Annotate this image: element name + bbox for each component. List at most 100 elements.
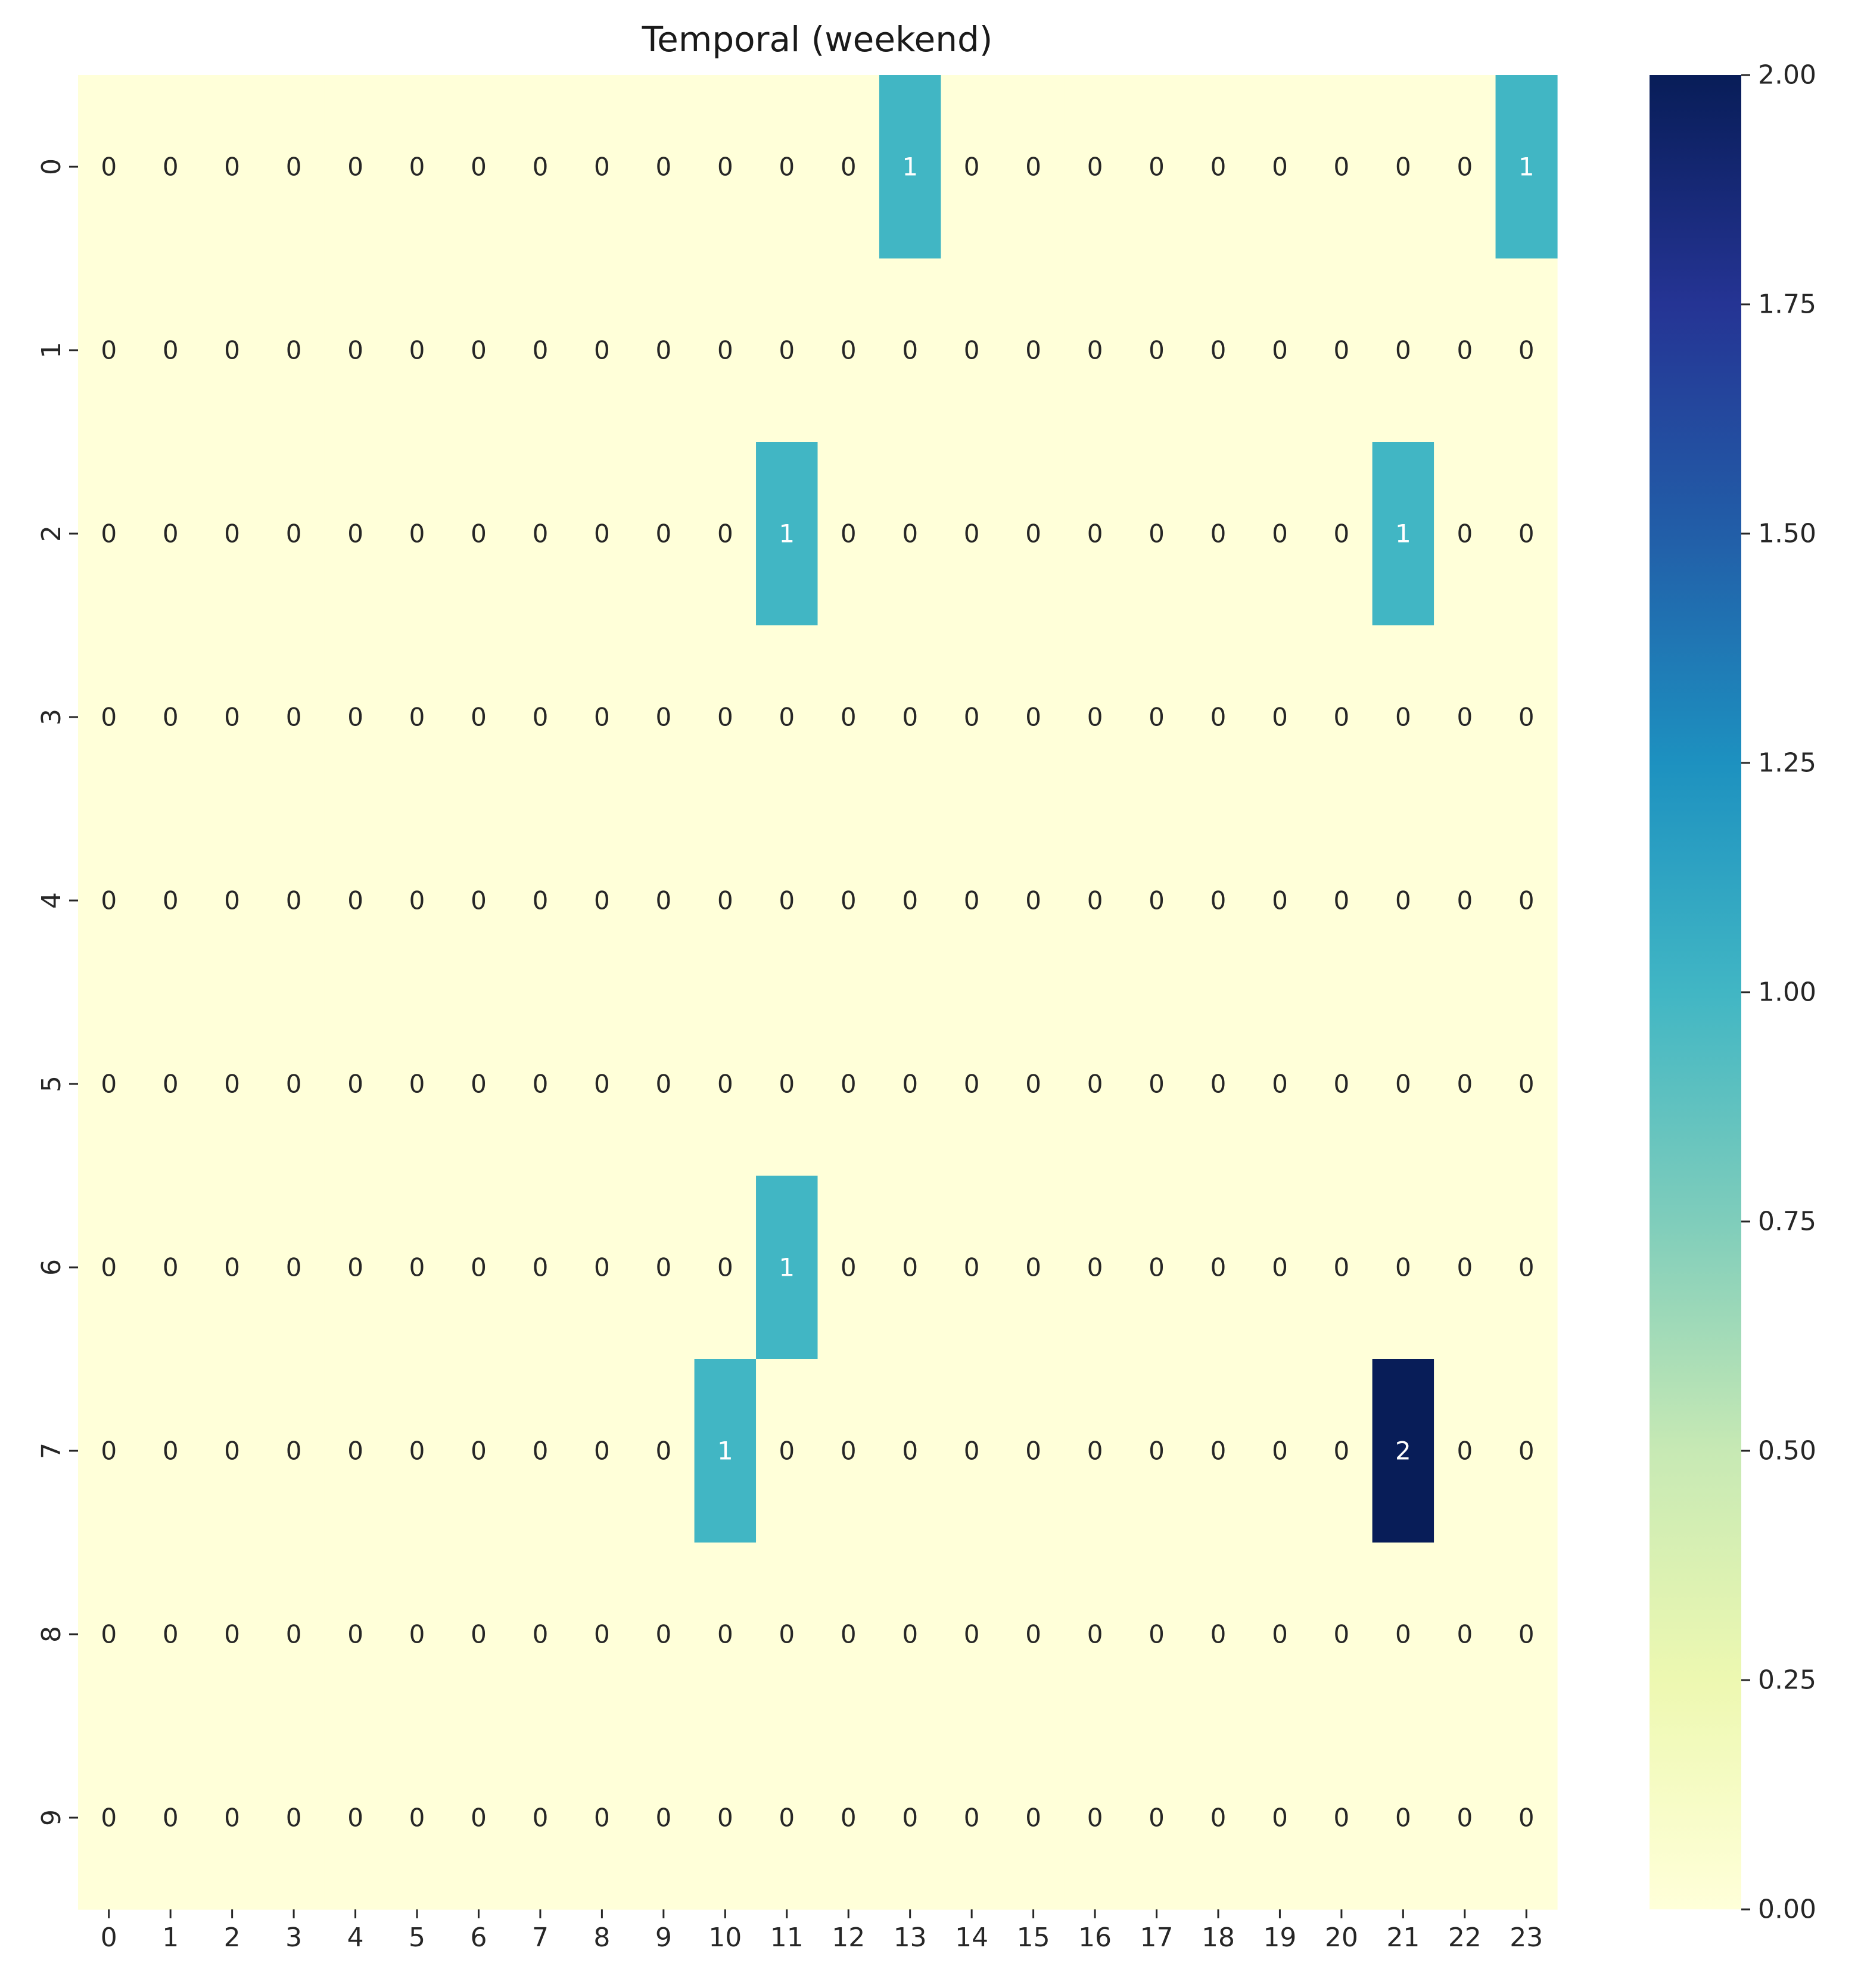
heatmap-cell <box>941 1359 1003 1543</box>
cell-value-label: 0 <box>1518 1437 1535 1466</box>
heatmap-cell <box>1187 1543 1250 1727</box>
cell-value-label: 0 <box>779 703 795 732</box>
heatmap-cell <box>817 75 880 259</box>
cell-value-label: 0 <box>224 886 240 915</box>
x-tick-label: 21 <box>1386 1922 1420 1953</box>
cell-value-label: 0 <box>1210 1070 1227 1099</box>
heatmap-cell <box>1495 809 1558 993</box>
x-tick-label: 8 <box>593 1922 610 1953</box>
heatmap-cell <box>447 258 510 443</box>
cell-value-label: 0 <box>163 886 179 915</box>
x-tick-label: 19 <box>1263 1922 1296 1953</box>
cell-value-label: 0 <box>655 1437 671 1466</box>
heatmap-cell <box>447 442 510 626</box>
cell-value-label: 0 <box>1518 336 1535 365</box>
cell-value-label: 0 <box>1518 703 1535 732</box>
x-tick-label: 1 <box>162 1922 179 1953</box>
heatmap-cell <box>1064 1726 1126 1910</box>
heatmap-cell <box>324 992 387 1176</box>
cell-value-label: 0 <box>1518 1070 1535 1099</box>
y-tick-label: 2 <box>36 525 67 542</box>
cell-value-label: 0 <box>594 1253 610 1282</box>
cell-value-label: 0 <box>655 703 671 732</box>
heatmap-cell <box>1002 1726 1065 1910</box>
cell-value-label: 0 <box>101 703 117 732</box>
heatmap-cell <box>1125 442 1188 626</box>
x-tick-label: 18 <box>1202 1922 1235 1953</box>
cell-value-label: 0 <box>717 1253 733 1282</box>
cell-value-label: 0 <box>717 886 733 915</box>
x-tick-label: 11 <box>770 1922 804 1953</box>
heatmap-cell <box>509 992 572 1176</box>
cell-value-label: 0 <box>1334 152 1350 182</box>
cell-value-label: 0 <box>1272 152 1288 182</box>
heatmap-cell <box>263 992 325 1176</box>
cell-value-label: 0 <box>779 1620 795 1649</box>
heatmap-cell <box>1125 258 1188 443</box>
heatmap-cell <box>571 992 633 1176</box>
x-tick-label: 9 <box>655 1922 672 1953</box>
heatmap-cell <box>324 442 387 626</box>
heatmap-cell <box>139 1176 202 1360</box>
heatmap-cell <box>1311 1543 1373 1727</box>
cell-value-label: 1 <box>1395 519 1411 549</box>
heatmap-cell <box>633 258 695 443</box>
colorbar-tick-label: 2.00 <box>1758 60 1816 91</box>
heatmap-cell <box>139 75 202 259</box>
x-tick-label: 13 <box>894 1922 927 1953</box>
cell-value-label: 0 <box>1457 1437 1473 1466</box>
heatmap-cell <box>1187 1726 1250 1910</box>
cell-value-label: 0 <box>1457 1803 1473 1833</box>
heatmap-cell <box>447 992 510 1176</box>
cell-value-label: 0 <box>533 336 549 365</box>
cell-value-label: 0 <box>964 1253 980 1282</box>
cell-value-label: 0 <box>841 1803 857 1833</box>
heatmap-cell <box>1372 625 1434 809</box>
heatmap-cell <box>756 1543 819 1727</box>
heatmap-cell <box>1064 75 1126 259</box>
cell-value-label: 0 <box>101 1803 117 1833</box>
heatmap-cell <box>817 442 880 626</box>
y-tick-label: 3 <box>36 709 67 725</box>
cell-value-label: 0 <box>841 1437 857 1466</box>
cell-value-label: 0 <box>347 886 363 915</box>
cell-value-label: 0 <box>717 1803 733 1833</box>
heatmap-cell <box>386 625 449 809</box>
heatmap-cell <box>1372 1176 1434 1360</box>
heatmap-cell <box>1064 258 1126 443</box>
heatmap-cell <box>1249 258 1311 443</box>
cell-value-label: 0 <box>1025 886 1041 915</box>
colorbar-gradient <box>1650 75 1741 1909</box>
heatmap-cell <box>1125 992 1188 1176</box>
cell-value-label: 0 <box>286 152 302 182</box>
x-tick-label: 0 <box>101 1922 117 1953</box>
heatmap-cell <box>756 625 819 809</box>
heatmap-cell <box>756 442 819 626</box>
heatmap-cell <box>1372 992 1434 1176</box>
cell-value-label: 0 <box>224 336 240 365</box>
heatmap-cell <box>263 1176 325 1360</box>
heatmap-cell <box>1187 809 1250 993</box>
heatmap-cell <box>1249 992 1311 1176</box>
colorbar-tick-label: 0.00 <box>1758 1894 1816 1925</box>
cell-value-label: 0 <box>409 1070 425 1099</box>
heatmap-cell <box>756 1359 819 1543</box>
heatmap-cell <box>1434 1176 1496 1360</box>
cell-value-label: 0 <box>409 886 425 915</box>
heatmap-cell <box>447 75 510 259</box>
cell-value-label: 0 <box>1395 1803 1411 1833</box>
cell-value-label: 0 <box>101 336 117 365</box>
x-tick-label: 6 <box>470 1922 487 1953</box>
heatmap-cell <box>1495 1726 1558 1910</box>
heatmap-cell <box>139 992 202 1176</box>
y-tick-label: 0 <box>36 158 67 175</box>
heatmap-cell <box>694 75 757 259</box>
heatmap-cell <box>386 442 449 626</box>
cell-value-label: 0 <box>594 1620 610 1649</box>
heatmap-cell <box>201 258 263 443</box>
cell-value-label: 0 <box>1210 1803 1227 1833</box>
heatmap-cell <box>201 625 263 809</box>
heatmap-cell <box>1187 442 1250 626</box>
cell-value-label: 0 <box>964 336 980 365</box>
colorbar-tick-label: 0.25 <box>1758 1665 1816 1696</box>
